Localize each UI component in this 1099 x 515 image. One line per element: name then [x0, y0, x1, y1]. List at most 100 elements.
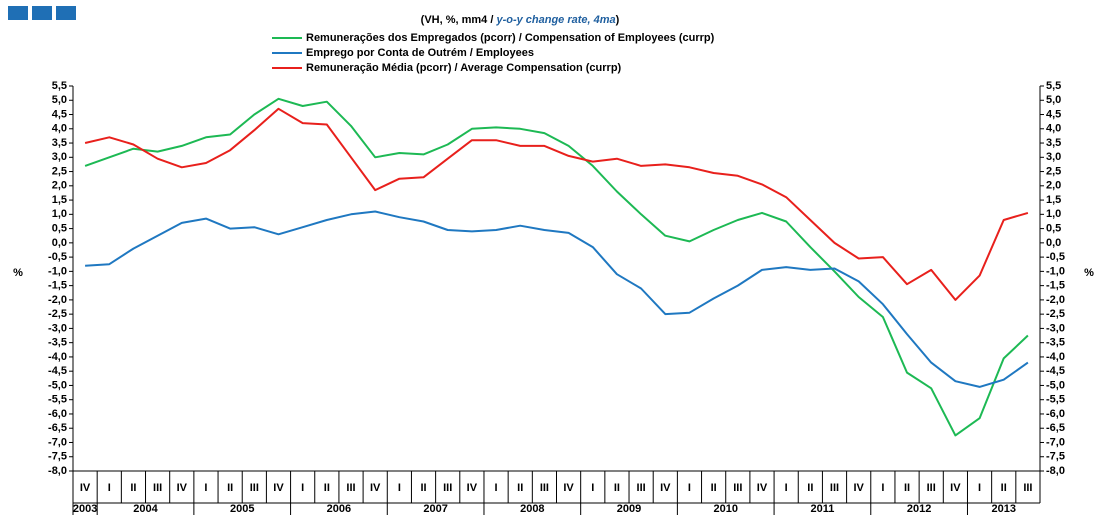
y-tick-label: -4,0 — [48, 351, 67, 363]
year-label: 2006 — [327, 503, 351, 515]
y2-tick-label: -7,5 — [1046, 451, 1065, 463]
year-label: 2005 — [230, 503, 254, 515]
year-label: 2011 — [810, 503, 834, 515]
x-tick-label: III — [153, 482, 162, 494]
y-tick-label: -1,0 — [48, 265, 67, 277]
y2-tick-label: -6,5 — [1046, 422, 1065, 434]
y2-tick-label: 5,5 — [1046, 80, 1061, 92]
y-tick-label: 2,0 — [52, 180, 67, 192]
y-axis-label: % — [13, 267, 23, 279]
y2-tick-label: 2,0 — [1046, 180, 1061, 192]
x-tick-label: III — [1023, 482, 1032, 494]
y2-tick-label: -0,5 — [1046, 251, 1065, 263]
y-tick-label: -7,0 — [48, 436, 67, 448]
x-tick-label: II — [130, 482, 136, 494]
y2-tick-label: -8,0 — [1046, 465, 1065, 477]
x-tick-label: I — [785, 482, 788, 494]
y2-tick-label: -2,0 — [1046, 294, 1065, 306]
y-tick-label: -8,0 — [48, 465, 67, 477]
x-tick-label: III — [830, 482, 839, 494]
y2-tick-label: -7,0 — [1046, 436, 1065, 448]
year-label: 2007 — [423, 503, 447, 515]
x-tick-label: IV — [757, 482, 768, 494]
y-tick-label: -2,5 — [48, 308, 67, 320]
year-label: 2003 — [73, 503, 97, 515]
x-tick-label: IV — [80, 482, 91, 494]
year-label: 2009 — [617, 503, 641, 515]
y2-tick-label: 4,5 — [1046, 108, 1061, 120]
series-line — [85, 210, 1029, 388]
y-tick-label: 1,5 — [52, 194, 67, 206]
year-label: 2004 — [133, 503, 158, 515]
y2-tick-label: -1,5 — [1046, 280, 1065, 292]
x-tick-label: I — [978, 482, 981, 494]
y2-tick-label: -1,0 — [1046, 265, 1065, 277]
x-tick-label: III — [540, 482, 549, 494]
y-tick-label: 2,5 — [52, 165, 67, 177]
y2-tick-label: 1,5 — [1046, 194, 1061, 206]
y2-tick-label: 3,5 — [1046, 137, 1061, 149]
y-tick-label: 4,5 — [52, 108, 67, 120]
x-tick-label: IV — [660, 482, 671, 494]
logo-block — [8, 6, 28, 20]
y2-tick-label: 5,0 — [1046, 94, 1061, 106]
y2-tick-label: -6,0 — [1046, 408, 1065, 420]
y2-tick-label: -3,5 — [1046, 337, 1065, 349]
y-tick-label: 5,0 — [52, 94, 67, 106]
y-tick-label: -5,0 — [48, 379, 67, 391]
chart-title: (VH, %, mm4 / y-o-y change rate, 4ma) — [421, 14, 620, 26]
x-tick-label: I — [398, 482, 401, 494]
x-tick-label: IV — [273, 482, 284, 494]
series-line — [84, 107, 1029, 301]
logo-block — [56, 6, 76, 20]
year-label: 2010 — [713, 503, 737, 515]
y-tick-label: -3,5 — [48, 337, 67, 349]
x-tick-label: II — [420, 482, 426, 494]
x-tick-label: I — [301, 482, 304, 494]
x-tick-label: II — [324, 482, 330, 494]
y-tick-label: -5,5 — [48, 394, 67, 406]
y2-tick-label: -2,5 — [1046, 308, 1065, 320]
x-tick-label: III — [443, 482, 452, 494]
x-tick-label: II — [517, 482, 523, 494]
x-tick-label: IV — [177, 482, 188, 494]
x-tick-label: I — [108, 482, 111, 494]
x-tick-label: IV — [467, 482, 478, 494]
y-tick-label: -6,0 — [48, 408, 67, 420]
x-tick-label: I — [881, 482, 884, 494]
year-label: 2013 — [991, 503, 1015, 515]
x-tick-label: IV — [563, 482, 574, 494]
year-label: 2012 — [907, 503, 931, 515]
y-tick-label: -3,0 — [48, 322, 67, 334]
x-tick-label: III — [637, 482, 646, 494]
y-tick-label: 1,0 — [52, 208, 67, 220]
x-tick-label: IV — [370, 482, 381, 494]
y-tick-label: -7,5 — [48, 451, 67, 463]
y2-tick-label: 0,0 — [1046, 237, 1061, 249]
y-tick-label: 3,0 — [52, 151, 67, 163]
y2-tick-label: 0,5 — [1046, 222, 1061, 234]
title-part: y-o-y change rate, 4ma — [495, 14, 615, 26]
y-tick-label: 5,5 — [52, 80, 67, 92]
y-tick-label: 3,5 — [52, 137, 67, 149]
y2-tick-label: -4,5 — [1046, 365, 1065, 377]
title-part: ) — [616, 14, 620, 26]
y2-tick-label: -3,0 — [1046, 322, 1065, 334]
x-tick-label: II — [904, 482, 910, 494]
y2-axis-label: % — [1084, 267, 1094, 279]
y2-tick-label: 4,0 — [1046, 123, 1061, 135]
y-tick-label: -1,5 — [48, 280, 67, 292]
y-tick-label: 0,0 — [52, 237, 67, 249]
x-tick-label: IV — [950, 482, 961, 494]
series-line — [84, 97, 1029, 437]
x-tick-label: IV — [853, 482, 864, 494]
x-tick-label: III — [250, 482, 259, 494]
y2-tick-label: -5,5 — [1046, 394, 1065, 406]
legend-label: Remuneração Média (pcorr) / Average Comp… — [306, 62, 622, 74]
y2-tick-label: 3,0 — [1046, 151, 1061, 163]
x-tick-label: II — [614, 482, 620, 494]
y-tick-label: -6,5 — [48, 422, 67, 434]
x-tick-label: I — [591, 482, 594, 494]
x-tick-label: III — [346, 482, 355, 494]
